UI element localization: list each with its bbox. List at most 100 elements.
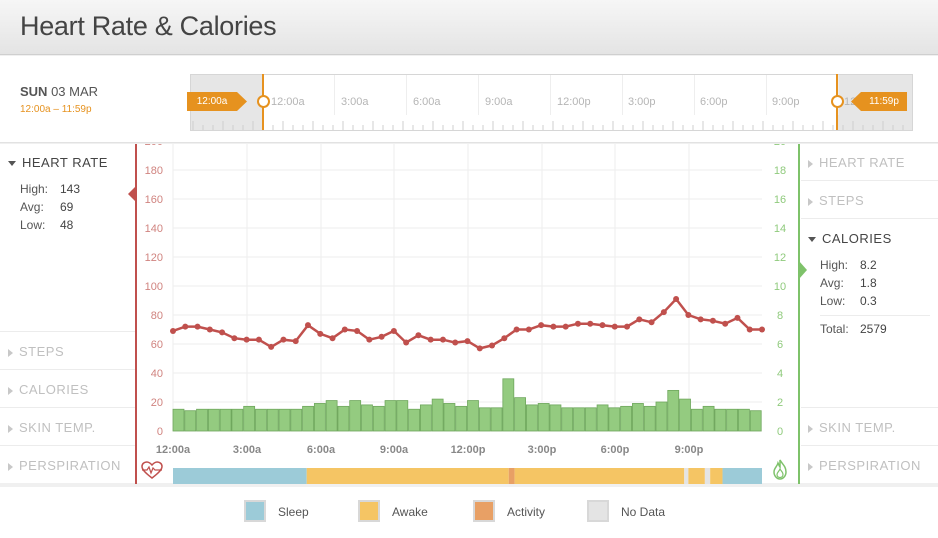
sidebar-item-heart-rate-right[interactable]: HEART RATE bbox=[808, 155, 905, 170]
heart-rate-point bbox=[611, 323, 618, 330]
right-axis-tick-label: 4 bbox=[777, 368, 783, 380]
legend-label: No Data bbox=[621, 505, 666, 519]
divider bbox=[801, 407, 938, 408]
calorie-bar bbox=[702, 405, 715, 432]
calorie-bar bbox=[396, 400, 409, 432]
sidebar-item-label: HEART RATE bbox=[819, 155, 905, 170]
left-axis-tick-label: 100 bbox=[145, 281, 163, 293]
calorie-bar bbox=[325, 400, 338, 432]
heart-rate-point bbox=[304, 322, 311, 329]
sidebar-item-steps[interactable]: STEPS bbox=[8, 344, 64, 359]
x-axis-tick-label: 6:00a bbox=[307, 444, 336, 456]
timeline-scrubber[interactable]: 12:00a 3:00a 6:00a 9:00a 12:00p 3:00p 6:… bbox=[190, 74, 913, 131]
caret-right-icon bbox=[808, 197, 813, 206]
calorie-bar bbox=[478, 407, 491, 432]
left-axis-pointer bbox=[128, 186, 136, 202]
heart-rate-point bbox=[673, 296, 680, 303]
divider bbox=[820, 315, 930, 316]
heart-rate-point bbox=[599, 322, 606, 329]
right-axis-tick-label: 0 bbox=[777, 426, 783, 438]
calorie-bar bbox=[361, 404, 373, 432]
sidebar-item-calories-right[interactable]: CALORIES bbox=[808, 231, 892, 246]
divider bbox=[801, 218, 938, 219]
left-axis-tick-label: 160 bbox=[145, 194, 163, 206]
calorie-bar bbox=[302, 405, 314, 432]
calorie-bar bbox=[349, 400, 362, 432]
stat-value: 1.8 bbox=[860, 276, 877, 290]
calorie-bar bbox=[313, 403, 326, 432]
heart-rate-point bbox=[219, 329, 226, 336]
heart-rate-point bbox=[501, 335, 508, 342]
heart-rate-point bbox=[194, 323, 201, 330]
stat-label: High: bbox=[20, 182, 49, 196]
calorie-bar bbox=[596, 404, 609, 432]
heart-rate-point bbox=[464, 338, 471, 345]
timeline-label: 3:00p bbox=[628, 96, 656, 108]
left-axis-tick-label: 60 bbox=[151, 339, 163, 351]
heart-rate-point bbox=[268, 343, 275, 350]
activity-segment bbox=[306, 468, 509, 484]
sidebar-item-skin-temp-right[interactable]: SKIN TEMP. bbox=[808, 420, 896, 435]
sidebar-item-perspiration[interactable]: PERSPIRATION bbox=[8, 458, 121, 473]
calorie-bar bbox=[549, 404, 562, 432]
sidebar-item-label: CALORIES bbox=[19, 382, 89, 397]
right-axis-tick-label: 6 bbox=[777, 339, 783, 351]
total-value: 2579 bbox=[860, 322, 887, 336]
right-axis-tick-label: 12 bbox=[774, 252, 786, 264]
calorie-bar bbox=[255, 408, 267, 432]
sidebar-item-label: PERSPIRATION bbox=[819, 458, 921, 473]
end-time-flag[interactable]: 11:59p bbox=[861, 92, 907, 111]
heart-rate-point bbox=[697, 316, 704, 323]
legend-label: Sleep bbox=[278, 505, 309, 519]
right-axis-tick-label: 16 bbox=[774, 194, 786, 206]
heart-rate-point bbox=[366, 336, 373, 343]
legend-swatch-awake bbox=[358, 500, 380, 522]
activity-segment bbox=[684, 468, 689, 484]
sidebar-item-perspiration-right[interactable]: PERSPIRATION bbox=[808, 458, 921, 473]
x-axis-tick-label: 9:00p bbox=[675, 444, 704, 456]
caret-right-icon bbox=[8, 424, 13, 433]
timeline-label: 9:00a bbox=[485, 96, 513, 108]
activity-segment bbox=[514, 468, 685, 484]
timeline-divider bbox=[694, 75, 695, 115]
date-label: SUN 03 MAR bbox=[20, 84, 98, 99]
calorie-bar bbox=[620, 405, 633, 432]
heart-rate-point bbox=[574, 320, 581, 327]
timeline-label: 6:00p bbox=[700, 96, 728, 108]
heart-rate-point bbox=[562, 323, 569, 330]
sidebar-item-label: STEPS bbox=[19, 344, 65, 359]
legend-label: Awake bbox=[392, 505, 428, 519]
legend bbox=[0, 487, 938, 538]
stat-value: 143 bbox=[60, 182, 81, 196]
timeline-start-handle[interactable] bbox=[257, 95, 270, 108]
timeline-end-handle[interactable] bbox=[831, 95, 844, 108]
caret-right-icon bbox=[8, 386, 13, 395]
divider bbox=[0, 407, 135, 408]
heart-rate-point bbox=[354, 327, 361, 334]
left-axis-tick-label: 80 bbox=[151, 310, 163, 322]
sidebar-item-heart-rate[interactable]: HEART RATE bbox=[8, 155, 108, 170]
heart-rate-point bbox=[378, 333, 385, 340]
divider bbox=[801, 180, 938, 181]
activity-segment bbox=[688, 468, 705, 484]
sidebar-item-calories[interactable]: CALORIES bbox=[8, 382, 89, 397]
divider bbox=[0, 331, 135, 332]
heart-rate-point bbox=[231, 335, 238, 342]
calorie-bar bbox=[573, 407, 585, 432]
sidebar-item-skin-temp[interactable]: SKIN TEMP. bbox=[8, 420, 96, 435]
stat-value: 0.3 bbox=[860, 294, 877, 308]
start-time-flag[interactable]: 12:00a bbox=[187, 92, 237, 111]
calorie-bar bbox=[726, 408, 739, 432]
calorie-bar bbox=[443, 403, 456, 432]
left-axis-tick-label: 140 bbox=[145, 223, 163, 235]
flame-inner bbox=[776, 467, 784, 479]
calorie-bar bbox=[514, 397, 526, 432]
heart-rate-point bbox=[341, 326, 348, 333]
activity-segment bbox=[710, 468, 723, 484]
calorie-bar bbox=[266, 408, 279, 432]
heart-rate-point bbox=[624, 323, 631, 330]
heart-rate-point bbox=[439, 336, 446, 343]
end-flag-arrow bbox=[851, 92, 861, 111]
x-axis-tick-label: 6:00p bbox=[601, 444, 630, 456]
sidebar-item-steps-right[interactable]: STEPS bbox=[808, 193, 864, 208]
